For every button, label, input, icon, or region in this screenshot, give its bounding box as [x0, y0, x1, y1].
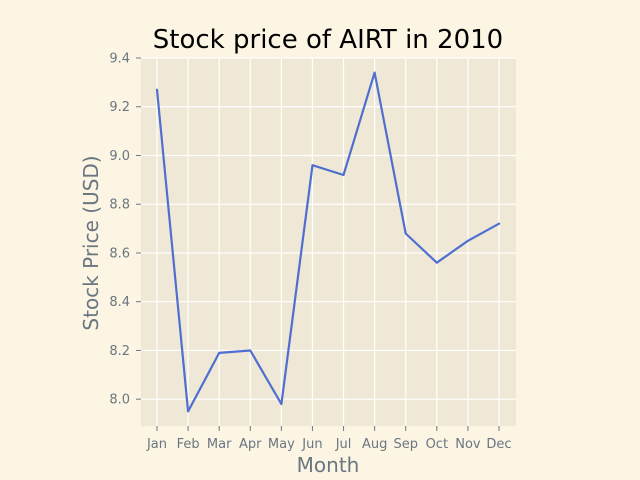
y-tick-label: 9.2 — [109, 100, 130, 115]
y-tick-label: 8.2 — [109, 344, 130, 359]
chart-title: Stock price of AIRT in 2010 — [153, 25, 503, 55]
x-tick-label: Dec — [486, 437, 511, 452]
grid-lines — [141, 57, 516, 426]
x-tick-label: Jul — [335, 437, 352, 452]
x-axis-ticks: Jan Feb Mar Apr May Jun Jul Aug Sep Oct Nov Dec — [146, 426, 512, 452]
x-tick-label: Jun — [301, 437, 322, 452]
x-axis-title: Month — [297, 453, 360, 477]
series-line — [155, 71, 501, 413]
y-tick-label: 9.0 — [109, 149, 130, 164]
x-tick-label: Aug — [362, 437, 387, 452]
y-tick-label: 9.4 — [109, 52, 130, 67]
x-tick-label: Mar — [207, 437, 232, 452]
series-layer — [155, 71, 501, 413]
x-tick-label: Feb — [177, 437, 200, 452]
y-tick-label: 8.6 — [109, 246, 130, 261]
x-tick-label: Sep — [393, 437, 418, 452]
y-tick-label: 8.0 — [109, 393, 130, 408]
plot-area — [141, 58, 516, 426]
x-tick-label: May — [268, 437, 295, 452]
x-tick-label: Apr — [239, 437, 262, 452]
y-tick-label: 8.4 — [109, 295, 130, 310]
x-tick-label: Nov — [455, 437, 481, 452]
y-axis-title: Stock Price (USD) — [79, 155, 103, 330]
x-tick-label: Jan — [146, 437, 167, 452]
x-tick-label: Oct — [426, 437, 448, 452]
y-axis-ticks: 8.0 8.2 8.4 8.6 8.8 9.0 9.2 9.4 — [109, 52, 141, 408]
y-tick-label: 8.8 — [109, 198, 130, 213]
